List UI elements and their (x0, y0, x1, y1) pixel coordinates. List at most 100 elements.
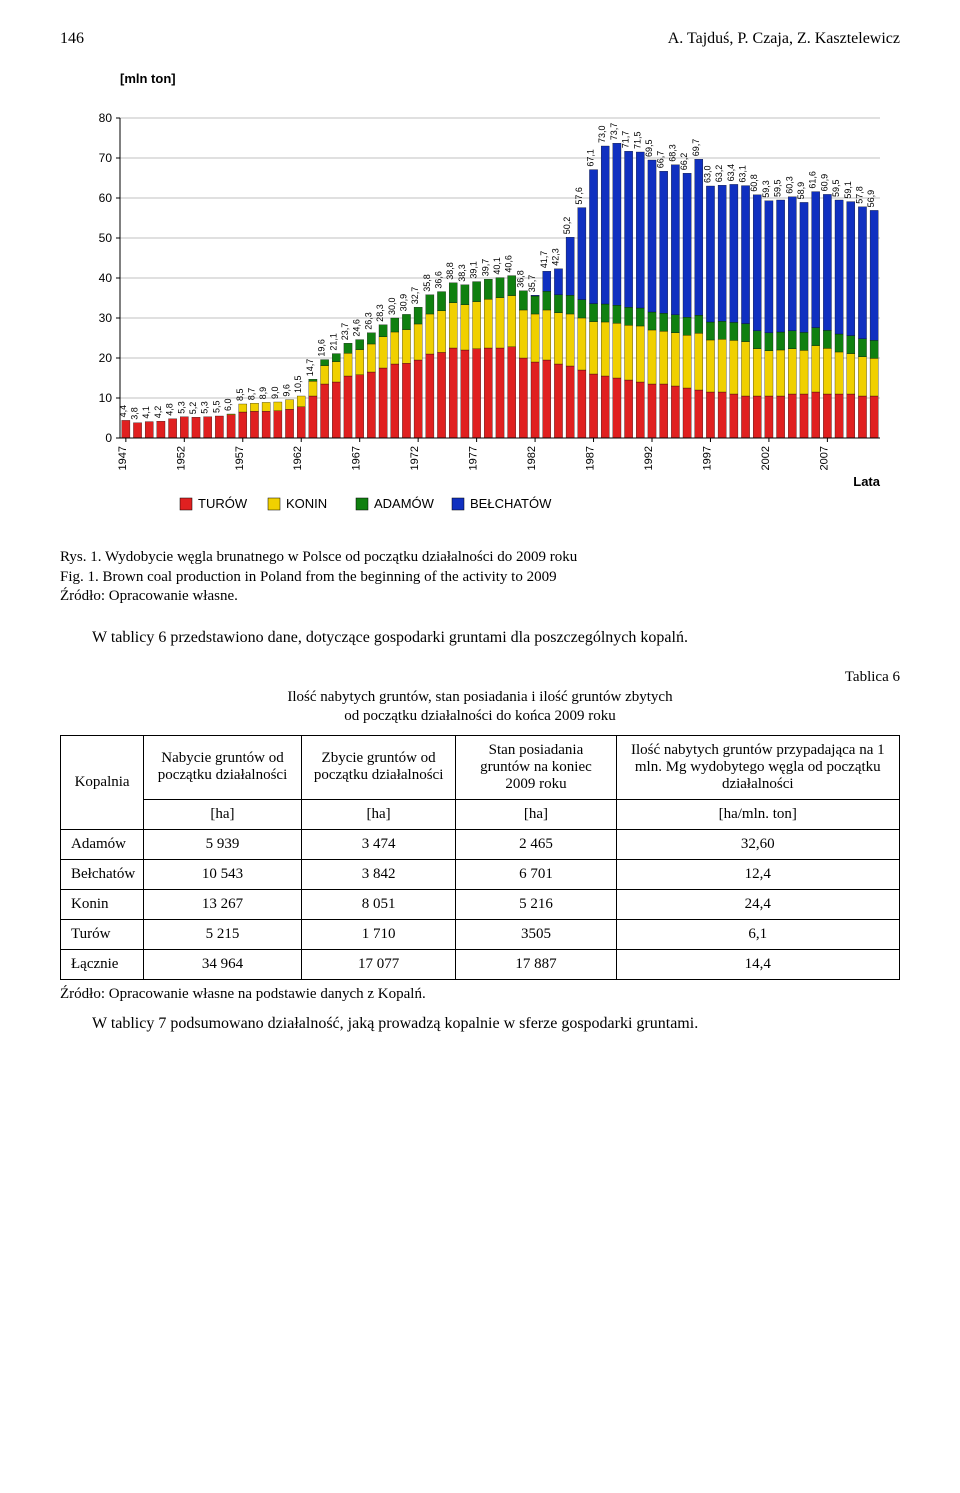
svg-text:2002: 2002 (760, 446, 772, 470)
svg-text:30,9: 30,9 (398, 294, 408, 312)
cell-value: 24,4 (616, 889, 899, 919)
svg-text:1967: 1967 (351, 446, 363, 470)
cell-value: 17 077 (301, 949, 456, 979)
table-row: Bełchatów10 5433 8426 70112,4 (61, 859, 900, 889)
svg-text:56,9: 56,9 (866, 190, 876, 208)
svg-text:60: 60 (99, 191, 113, 205)
table-caption: Ilość nabytych gruntów, stan posiadania … (60, 688, 900, 727)
svg-text:9,0: 9,0 (270, 386, 280, 399)
svg-text:40,6: 40,6 (504, 255, 514, 273)
svg-text:19,6: 19,6 (317, 339, 327, 357)
cell-value: 1 710 (301, 919, 456, 949)
table-row: Łącznie34 96417 07717 88714,4 (61, 949, 900, 979)
svg-text:4,8: 4,8 (165, 403, 175, 416)
page-header: 146 A. Tajduś, P. Czaja, Z. Kasztelewicz (60, 30, 900, 48)
svg-text:63,2: 63,2 (714, 165, 724, 183)
paragraph-2: W tablicy 7 podsumowano działalność, jak… (60, 1013, 900, 1035)
svg-text:60,9: 60,9 (819, 174, 829, 192)
cell-value: 6,1 (616, 919, 899, 949)
cell-value: 17 887 (456, 949, 616, 979)
svg-text:60,3: 60,3 (784, 176, 794, 194)
svg-text:39,1: 39,1 (469, 261, 479, 279)
table-6: Kopalnia Nabycie gruntów od początku dzi… (60, 735, 900, 980)
svg-text:8,7: 8,7 (246, 388, 256, 401)
unit-c4: [ha/mln. ton] (616, 799, 899, 829)
svg-text:1997: 1997 (701, 446, 713, 470)
svg-text:1947: 1947 (117, 446, 129, 470)
chart-container: 01020304050607080[mln ton]4,43,84,14,24,… (60, 58, 900, 528)
svg-text:20: 20 (99, 351, 113, 365)
stacked-bar-chart: 01020304050607080[mln ton]4,43,84,14,24,… (60, 58, 900, 528)
cell-value: 5 216 (456, 889, 616, 919)
cell-value: 3 842 (301, 859, 456, 889)
svg-text:38,3: 38,3 (457, 264, 467, 282)
svg-text:3,8: 3,8 (130, 407, 140, 420)
cell-value: 34 964 (144, 949, 302, 979)
svg-text:BEŁCHATÓW: BEŁCHATÓW (470, 496, 552, 511)
table-caption-line1: Ilość nabytych gruntów, stan posiadania … (287, 689, 672, 705)
svg-text:40,1: 40,1 (492, 257, 502, 275)
cell-name: Turów (61, 919, 144, 949)
svg-text:8,5: 8,5 (235, 388, 245, 401)
table-label: Tablica 6 (60, 669, 900, 686)
svg-text:57,6: 57,6 (574, 187, 584, 205)
fig-caption-en: Fig. 1. Brown coal production in Poland … (60, 568, 900, 588)
cell-value: 3505 (456, 919, 616, 949)
cell-value: 14,4 (616, 949, 899, 979)
svg-text:41,7: 41,7 (539, 251, 549, 269)
svg-text:5,3: 5,3 (176, 401, 186, 414)
svg-text:66,7: 66,7 (656, 151, 666, 169)
page-number: 146 (60, 30, 84, 48)
cell-value: 12,4 (616, 859, 899, 889)
svg-text:58,9: 58,9 (796, 182, 806, 200)
table-header-row: Kopalnia Nabycie gruntów od początku dzi… (61, 735, 900, 799)
svg-text:50: 50 (99, 231, 113, 245)
svg-text:73,0: 73,0 (597, 125, 607, 143)
cell-name: Łącznie (61, 949, 144, 979)
svg-text:5,3: 5,3 (200, 401, 210, 414)
svg-text:1957: 1957 (234, 446, 246, 470)
svg-text:80: 80 (99, 111, 113, 125)
cell-value: 13 267 (144, 889, 302, 919)
svg-text:30: 30 (99, 311, 113, 325)
svg-text:36,6: 36,6 (434, 271, 444, 289)
cell-value: 8 051 (301, 889, 456, 919)
cell-value: 5 215 (144, 919, 302, 949)
svg-text:0: 0 (105, 431, 112, 445)
svg-text:59,1: 59,1 (843, 181, 853, 199)
svg-text:KONIN: KONIN (286, 496, 327, 511)
svg-text:70: 70 (99, 151, 113, 165)
svg-text:8,9: 8,9 (258, 387, 268, 400)
cell-name: Konin (61, 889, 144, 919)
svg-text:9,6: 9,6 (282, 384, 292, 397)
cell-value: 5 939 (144, 829, 302, 859)
table-units-row: [ha] [ha] [ha] [ha/mln. ton] (61, 799, 900, 829)
cell-name: Bełchatów (61, 859, 144, 889)
svg-text:ADAMÓW: ADAMÓW (374, 496, 435, 511)
svg-text:40: 40 (99, 271, 113, 285)
svg-text:69,7: 69,7 (691, 139, 701, 157)
svg-text:73,7: 73,7 (609, 123, 619, 141)
cell-value: 2 465 (456, 829, 616, 859)
svg-text:1972: 1972 (409, 446, 421, 470)
svg-text:4,2: 4,2 (153, 406, 163, 419)
th-stan: Stan posiadania gruntów na koniec 2009 r… (456, 735, 616, 799)
svg-text:6,0: 6,0 (223, 398, 233, 411)
th-nabycie: Nabycie gruntów od początku działalności (144, 735, 302, 799)
svg-text:42,3: 42,3 (550, 248, 560, 266)
svg-text:Lata: Lata (853, 474, 881, 489)
fig-source: Źródło: Opracowanie własne. (60, 587, 900, 607)
svg-text:28,3: 28,3 (375, 304, 385, 322)
svg-text:66,2: 66,2 (679, 153, 689, 171)
svg-text:69,5: 69,5 (644, 139, 654, 157)
svg-text:14,7: 14,7 (305, 359, 315, 377)
svg-text:1962: 1962 (292, 446, 304, 470)
svg-text:36,8: 36,8 (515, 270, 525, 288)
table-row: Konin13 2678 0515 21624,4 (61, 889, 900, 919)
svg-text:21,1: 21,1 (328, 333, 338, 351)
svg-text:10,5: 10,5 (293, 375, 303, 393)
unit-c1: [ha] (144, 799, 302, 829)
svg-text:24,6: 24,6 (352, 319, 362, 337)
svg-text:35,7: 35,7 (527, 275, 537, 293)
svg-text:71,5: 71,5 (632, 131, 642, 149)
